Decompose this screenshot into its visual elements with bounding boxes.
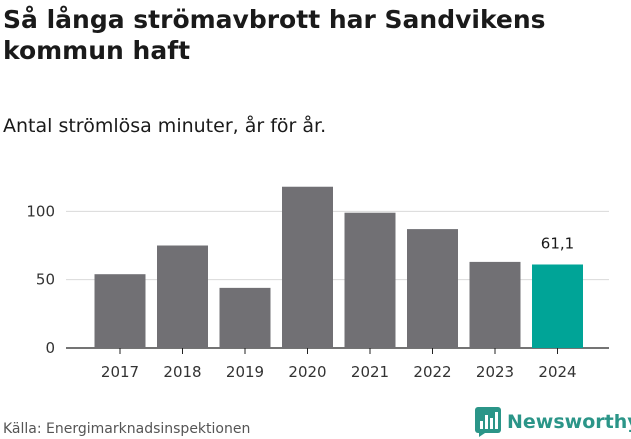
bar-2018 bbox=[157, 245, 208, 348]
y-tick-label: 0 bbox=[45, 339, 55, 357]
x-tick-label: 2022 bbox=[413, 363, 451, 381]
bar-2021 bbox=[344, 212, 396, 348]
x-tick-label: 2021 bbox=[351, 363, 389, 381]
bars bbox=[94, 186, 583, 348]
chart-subtitle: Antal strömlösa minuter, år för år. bbox=[3, 115, 327, 137]
source-note: Källa: Energimarknadsinspektionen bbox=[3, 421, 251, 437]
bar-2023 bbox=[469, 261, 521, 348]
brand-name: Newsworthy bbox=[507, 411, 631, 433]
bar-2024 bbox=[532, 264, 583, 348]
bar-2020 bbox=[282, 186, 333, 348]
data-label: 61,1 bbox=[541, 234, 574, 252]
data-labels: 61,1 bbox=[541, 234, 574, 252]
bar-2017 bbox=[94, 274, 146, 348]
bar-2019 bbox=[219, 287, 271, 348]
y-axis-ticks: 0 50 100 bbox=[26, 202, 55, 357]
brand-logo: Newsworthy bbox=[475, 407, 631, 437]
y-tick-label: 100 bbox=[26, 202, 55, 220]
y-tick-label: 50 bbox=[36, 271, 55, 289]
x-tick-label: 2024 bbox=[538, 363, 576, 381]
bar-2022 bbox=[407, 229, 458, 348]
x-tick-label: 2018 bbox=[163, 363, 201, 381]
x-tick-label: 2020 bbox=[288, 363, 326, 381]
x-tick-label: 2017 bbox=[101, 363, 139, 381]
newsworthy-chart-icon bbox=[475, 407, 501, 437]
x-tick-label: 2023 bbox=[476, 363, 514, 381]
gridlines bbox=[66, 210, 609, 349]
x-axis-ticks: 2017 2018 2019 2020 2021 2022 2023 2024 bbox=[101, 348, 577, 381]
chart-title: Så långa strömavbrott har Sandvikens kom… bbox=[3, 5, 546, 65]
x-tick-label: 2019 bbox=[226, 363, 264, 381]
